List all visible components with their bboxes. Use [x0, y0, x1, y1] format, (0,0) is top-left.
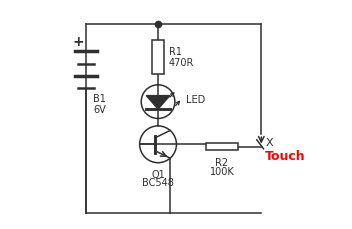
Text: 6V: 6V: [93, 104, 106, 114]
Text: BC548: BC548: [142, 177, 174, 188]
Text: X: X: [265, 137, 273, 147]
Text: LED: LED: [186, 95, 205, 105]
Bar: [152, 41, 164, 74]
Text: Q1: Q1: [151, 170, 165, 180]
Text: 100K: 100K: [210, 166, 234, 176]
Text: Touch: Touch: [265, 149, 306, 162]
Polygon shape: [146, 96, 170, 110]
Text: B1: B1: [93, 93, 106, 103]
Text: R2: R2: [215, 157, 228, 167]
Text: 470R: 470R: [169, 58, 194, 68]
Bar: [206, 143, 238, 150]
Text: +: +: [73, 35, 84, 49]
Text: R1: R1: [169, 47, 182, 57]
